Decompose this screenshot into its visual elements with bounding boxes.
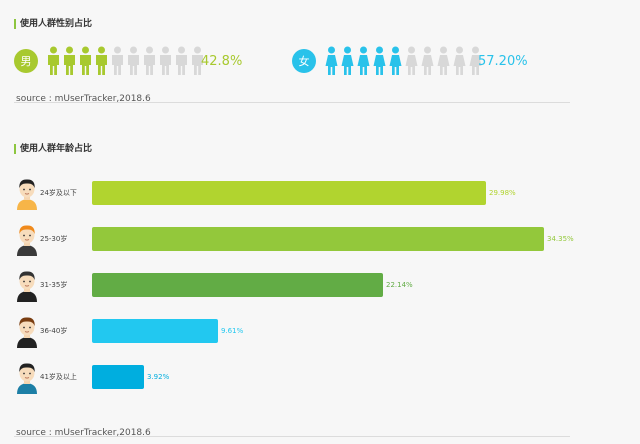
male-person-icon	[96, 46, 107, 75]
male-person-icon	[80, 46, 91, 75]
male-person-icon	[64, 46, 75, 75]
inactive-person-icon	[405, 46, 418, 75]
age-category-label: 36-40岁	[40, 327, 68, 335]
gender-section-title: 使用人群性别占比	[14, 19, 92, 29]
male-percentage: 42.8%	[201, 54, 243, 69]
inactive-person-icon	[128, 46, 139, 75]
avatar-icon	[17, 225, 37, 256]
age-source: source : mUserTracker,2018.6	[16, 428, 151, 438]
bar-track: 22.14%	[92, 273, 544, 297]
inactive-person-icon	[453, 46, 466, 75]
female-person-icon	[373, 46, 386, 75]
male-person-icon	[48, 46, 59, 75]
bar-track: 9.61%	[92, 319, 544, 343]
bar-value-label: 9.61%	[221, 327, 244, 335]
bar-value-label: 34.35%	[547, 235, 574, 243]
female-person-icon	[325, 46, 338, 75]
age-bar	[92, 319, 218, 343]
gender-source: source : mUserTracker,2018.6	[16, 94, 151, 104]
age-row: 31-35岁 22.14%	[14, 270, 614, 302]
bar-value-label: 29.98%	[489, 189, 516, 197]
inactive-person-icon	[176, 46, 187, 75]
age-category-label: 41岁及以上	[40, 373, 77, 381]
inactive-person-icon	[144, 46, 155, 75]
inactive-person-icon	[437, 46, 450, 75]
male-badge-icon: 男	[14, 49, 38, 73]
avatar-icon	[17, 271, 37, 302]
inactive-person-icon	[112, 46, 123, 75]
age-bar	[92, 227, 544, 251]
age-bar	[92, 273, 383, 297]
age-section-title: 使用人群年龄占比	[14, 144, 92, 154]
inactive-person-icon	[469, 46, 482, 75]
inactive-person-icon	[192, 46, 203, 75]
female-percentage: 57.20%	[478, 54, 528, 69]
bar-value-label: 22.14%	[386, 281, 413, 289]
inactive-person-icon	[421, 46, 434, 75]
age-bar	[92, 181, 486, 205]
bar-track: 3.92%	[92, 365, 544, 389]
avatar-icon	[17, 179, 37, 210]
female-badge-icon: 女	[292, 49, 316, 73]
female-person-icon	[389, 46, 402, 75]
age-category-label: 24岁及以下	[40, 189, 77, 197]
bar-track: 34.35%	[92, 227, 574, 251]
inactive-person-icon	[160, 46, 171, 75]
male-figures	[47, 46, 204, 76]
female-figures	[325, 46, 482, 76]
gender-divider	[14, 102, 570, 103]
female-person-icon	[357, 46, 370, 75]
age-row: 36-40岁 9.61%	[14, 316, 614, 348]
age-category-label: 25-30岁	[40, 235, 68, 243]
bar-value-label: 3.92%	[147, 373, 170, 381]
female-person-icon	[341, 46, 354, 75]
age-bar	[92, 365, 144, 389]
age-row: 25-30岁 34.35%	[14, 224, 614, 256]
age-category-label: 31-35岁	[40, 281, 68, 289]
avatar-icon	[17, 317, 37, 348]
bar-track: 29.98%	[92, 181, 544, 205]
age-divider	[14, 436, 570, 437]
age-row: 41岁及以上 3.92%	[14, 362, 614, 394]
avatar-icon	[17, 363, 37, 394]
age-row: 24岁及以下 29.98%	[14, 178, 614, 210]
